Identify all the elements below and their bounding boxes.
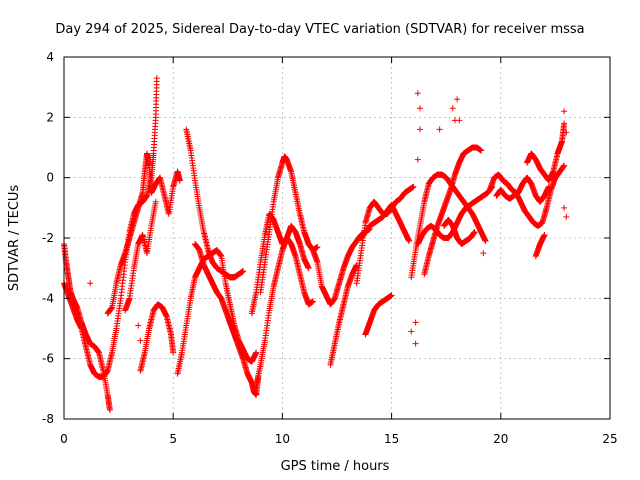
- y-tick-label: 0: [46, 171, 54, 185]
- y-axis-title: SDTVAR / TECUs: [7, 185, 22, 292]
- y-tick-label: -8: [42, 412, 54, 426]
- data-point: [563, 129, 570, 136]
- data-point: [414, 156, 421, 163]
- x-tick-label: 5: [169, 432, 177, 446]
- data-point: [541, 231, 548, 238]
- data-point: [412, 340, 419, 347]
- x-tick-label: 15: [384, 432, 399, 446]
- data-point: [135, 322, 142, 329]
- data-point: [482, 238, 489, 245]
- data-point: [561, 120, 568, 127]
- data-point: [309, 298, 316, 305]
- data-point: [152, 198, 159, 205]
- data-point: [480, 250, 487, 257]
- y-tick-label: -2: [42, 231, 54, 245]
- y-tick-label: 2: [46, 110, 54, 124]
- axis-ticks: 0 5 10 15 20 25 -8 -6 -4 -2 0 2 4: [42, 50, 618, 446]
- data-point: [106, 406, 113, 413]
- data-point: [87, 280, 94, 287]
- data-point: [436, 126, 443, 133]
- data-point: [305, 265, 312, 272]
- data-point: [545, 183, 552, 190]
- data-point: [412, 319, 419, 326]
- y-tick-label: -4: [42, 291, 54, 305]
- data-point: [170, 349, 177, 356]
- x-tick-label: 25: [602, 432, 617, 446]
- data-point: [449, 105, 456, 112]
- data-point: [408, 328, 415, 335]
- data-point: [240, 268, 247, 275]
- grid: [64, 57, 610, 419]
- x-tick-label: 10: [275, 432, 290, 446]
- data-point: [414, 90, 421, 97]
- chart-title: Day 294 of 2025, Sidereal Day-to-day VTE…: [55, 22, 584, 37]
- data-point: [456, 117, 463, 124]
- data-points: [61, 75, 570, 413]
- x-axis-title: GPS time / hours: [281, 459, 390, 474]
- data-point: [561, 108, 568, 115]
- data-point: [410, 183, 417, 190]
- data-point: [314, 244, 321, 251]
- data-point: [253, 349, 260, 356]
- data-point: [388, 292, 395, 299]
- data-point: [416, 105, 423, 112]
- data-point: [176, 177, 183, 184]
- data-point: [406, 238, 413, 245]
- x-tick-label: 20: [493, 432, 508, 446]
- data-point: [471, 228, 478, 235]
- data-point: [416, 126, 423, 133]
- data-point: [561, 204, 568, 211]
- data-point: [561, 162, 568, 169]
- data-point: [454, 96, 461, 103]
- data-point: [137, 337, 144, 344]
- data-point: [563, 213, 570, 220]
- y-tick-label: -6: [42, 352, 54, 366]
- y-tick-label: 4: [46, 50, 54, 64]
- data-point: [478, 147, 485, 154]
- data-point: [153, 75, 160, 82]
- x-tick-label: 0: [60, 432, 68, 446]
